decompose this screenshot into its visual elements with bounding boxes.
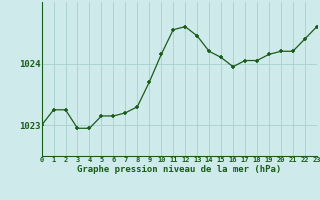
X-axis label: Graphe pression niveau de la mer (hPa): Graphe pression niveau de la mer (hPa)	[77, 165, 281, 174]
